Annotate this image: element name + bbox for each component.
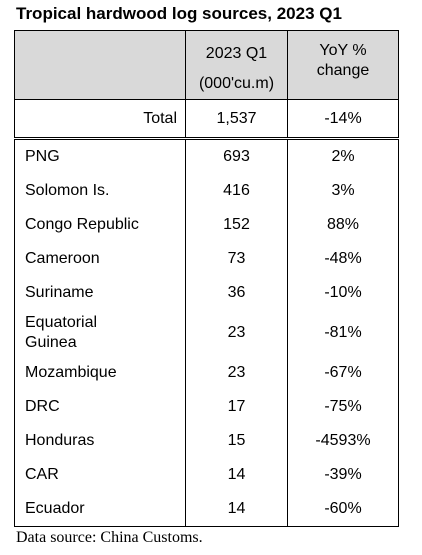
data-cell: -10% — [287, 276, 399, 310]
data-row: CAR 14 -39% — [14, 458, 399, 492]
data-row: DRC 17 -75% — [14, 390, 399, 424]
data-cell: Congo Republic — [14, 208, 186, 242]
data-row: Ecuador 14 -60% — [14, 492, 399, 527]
cell-line: change — [316, 62, 370, 79]
total-cell: 1,537 — [185, 99, 288, 140]
data-row: PNG 693 2% — [14, 138, 399, 174]
data-cell: -39% — [287, 458, 399, 492]
header-cell: YoY % change — [287, 30, 399, 100]
data-row: Equatorial Guinea 23 -81% — [14, 310, 399, 356]
data-row: Cameroon 73 -48% — [14, 242, 399, 276]
data-row: Congo Republic 152 88% — [14, 208, 399, 242]
cell-line: (000'cu.m) — [198, 75, 275, 92]
title: Tropical hardwood log sources, 2023 Q1 — [16, 4, 342, 23]
data-cell: 23 — [185, 310, 288, 356]
data-cell: 15 — [185, 424, 288, 458]
data-cell: -4593% — [287, 424, 399, 458]
total-cell: Total — [14, 99, 186, 140]
table-body: 2023 Q1 (000'cu.m) YoY % change Total 1,537 -1… — [14, 30, 399, 527]
data-cell: Equatorial Guinea — [14, 310, 186, 356]
data-cell: 416 — [185, 174, 288, 208]
data-cell: 17 — [185, 390, 288, 424]
data-row: Honduras 15 -4593% — [14, 424, 399, 458]
table: 2023 Q1 (000'cu.m) YoY % change Total 1,537 -1… — [14, 30, 399, 527]
cell-line: YoY % — [319, 42, 367, 59]
data-cell: Honduras — [14, 424, 186, 458]
data-row: Suriname 36 -10% — [14, 276, 399, 310]
data-cell: CAR — [14, 458, 186, 492]
data-cell: -60% — [287, 492, 399, 527]
data-cell: Mozambique — [14, 356, 186, 390]
data-cell: Ecuador — [14, 492, 186, 527]
data-cell: 88% — [287, 208, 399, 242]
data-cell: -48% — [287, 242, 399, 276]
data-row: Mozambique 23 -67% — [14, 356, 399, 390]
total-cell: -14% — [287, 99, 399, 140]
data-cell: 14 — [185, 458, 288, 492]
data-cell: 23 — [185, 356, 288, 390]
total-row: Total 1,537 -14% — [14, 99, 399, 140]
data-cell: Solomon Is. — [14, 174, 186, 208]
data-cell: -75% — [287, 390, 399, 424]
data-cell: DRC — [14, 390, 186, 424]
data-cell: 3% — [287, 174, 399, 208]
data-cell: 152 — [185, 208, 288, 242]
header-cell: 2023 Q1 (000'cu.m) — [185, 30, 288, 100]
data-cell: -81% — [287, 310, 399, 356]
cell-line: Equatorial — [25, 314, 98, 331]
data-cell: 36 — [185, 276, 288, 310]
data-row: Solomon Is. 416 3% — [14, 174, 399, 208]
cell-line: Guinea — [25, 334, 77, 351]
data-cell: Suriname — [14, 276, 186, 310]
cell-line: 2023 Q1 — [205, 45, 268, 62]
header-cell — [14, 30, 186, 100]
data-cell: 2% — [287, 138, 399, 174]
data-cell: Cameroon — [14, 242, 186, 276]
source-note: Data source: China Customs. — [16, 529, 203, 546]
data-cell: 14 — [185, 492, 288, 527]
header-row: 2023 Q1 (000'cu.m) YoY % change — [14, 30, 399, 100]
data-cell: -67% — [287, 356, 399, 390]
data-cell: 73 — [185, 242, 288, 276]
data-cell: 693 — [185, 138, 288, 174]
data-cell: PNG — [14, 138, 186, 174]
